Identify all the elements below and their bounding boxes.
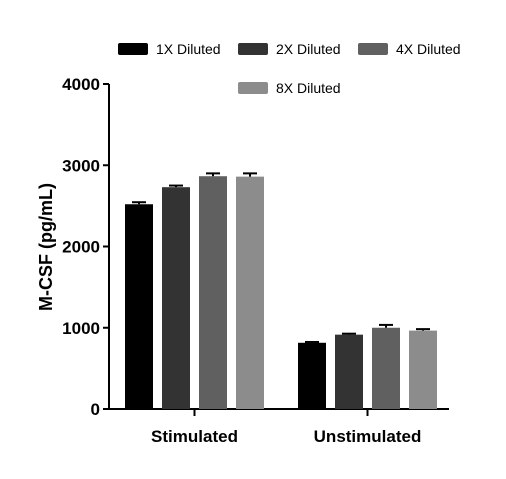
x-tick-label: Unstimulated [314, 427, 422, 446]
legend-entry: 4X Diluted [396, 41, 461, 57]
legend-entry: 1X Diluted [156, 41, 221, 57]
y-axis: 0 1000 2000 3000 4000 [62, 75, 110, 419]
legend-entry: 2X Diluted [276, 41, 341, 57]
legend-swatch [118, 43, 148, 55]
legend: 1X Diluted 2X Diluted 4X Diluted 8X Diluted [118, 41, 461, 96]
y-axis-label: M-CSF (pg/mL) [36, 183, 56, 311]
x-tick-label: Stimulated [151, 427, 238, 446]
bar [335, 334, 363, 409]
bar [409, 330, 437, 409]
legend-swatch [238, 82, 268, 94]
bar [372, 327, 400, 409]
y-tick-label: 0 [91, 400, 100, 419]
y-tick-label: 2000 [62, 238, 100, 257]
bar [199, 176, 227, 409]
bar [298, 342, 326, 409]
bar [125, 204, 153, 409]
y-tick-label: 3000 [62, 156, 100, 175]
legend-entry: 8X Diluted [276, 80, 341, 96]
x-axis: Stimulated Unstimulated [109, 408, 449, 446]
bar [236, 176, 264, 409]
bars [125, 172, 437, 409]
bar [162, 187, 190, 409]
legend-swatch [358, 43, 388, 55]
y-tick-label: 1000 [62, 319, 100, 338]
legend-swatch [238, 43, 268, 55]
y-tick-label: 4000 [62, 75, 100, 94]
